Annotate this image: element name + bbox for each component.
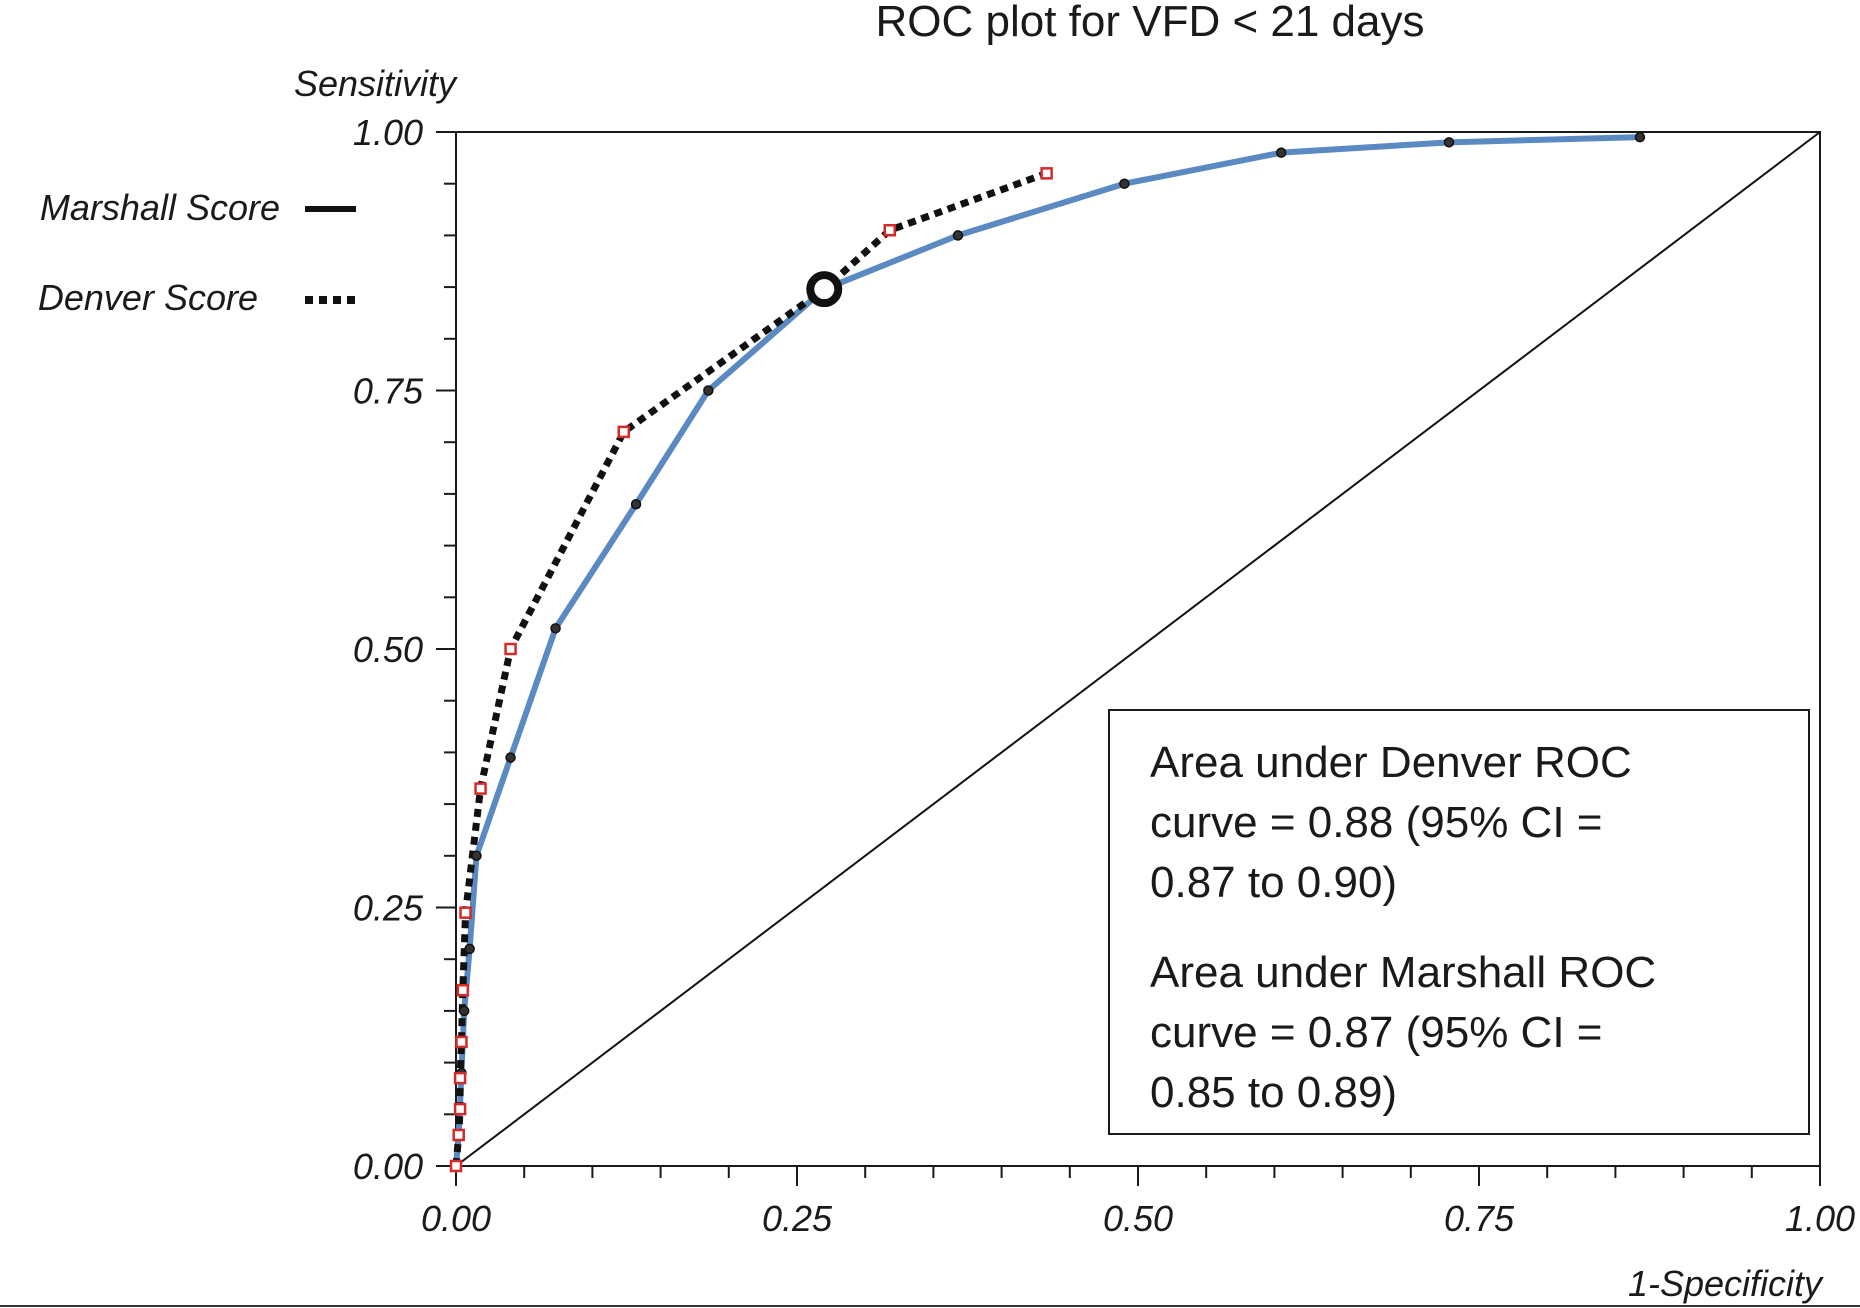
x-tick-label: 1.00 (1785, 1198, 1855, 1239)
marshall-point (471, 850, 482, 862)
marshall-point (458, 1005, 470, 1017)
y-tick-label: 0.25 (353, 888, 424, 929)
denver-point (452, 1128, 465, 1142)
denver-point (449, 1159, 463, 1173)
denver-point (455, 1035, 468, 1049)
legend: Marshall Score Denver Score (38, 187, 358, 318)
marshall-point (1275, 147, 1287, 158)
annotation-denver-line3: 0.87 to 0.90) (1150, 858, 1397, 907)
denver-point (459, 906, 472, 919)
marshall-point (952, 230, 964, 241)
marshall-point (550, 623, 561, 634)
marshall-point (1443, 137, 1455, 148)
reference-diagonal-line (455, 131, 1821, 1167)
y-axis-ticks: 0.00 0.25 0.50 0.75 1.00 (353, 112, 456, 1187)
annotation-denver-line2: curve = 0.88 (95% CI = (1150, 798, 1602, 847)
legend-label-denver: Denver Score (38, 277, 258, 318)
denver-point (504, 642, 517, 656)
series-layer (449, 131, 1821, 1173)
annotation-marshall-line2: curve = 0.87 (95% CI = (1150, 1008, 1602, 1057)
denver-point (883, 223, 897, 237)
x-axis-ticks: 0.00 0.25 0.50 0.75 1.00 (421, 1166, 1855, 1239)
auc-annotation-box: Area under Denver ROC curve = 0.88 (95% … (1108, 709, 1810, 1135)
denver-point (453, 1102, 467, 1116)
marshall-point (1634, 131, 1646, 143)
marshall-point (505, 752, 516, 763)
legend-label-marshall: Marshall Score (40, 187, 280, 228)
annotation-marshall-line3: 0.85 to 0.89) (1150, 1068, 1397, 1117)
y-axis-label: Sensitivity (294, 63, 458, 104)
denver-point (474, 782, 487, 795)
denver-point (1040, 167, 1053, 180)
marshall-point (464, 943, 475, 955)
denver-point (456, 983, 470, 997)
annotation-frame (1108, 709, 1810, 1135)
chart-title: ROC plot for VFD < 21 days (876, 0, 1425, 46)
x-tick-label: 0.00 (421, 1198, 491, 1239)
denver-point (453, 1071, 467, 1085)
highlighted-cutoff-point (806, 271, 843, 308)
denver-point (617, 425, 631, 439)
x-tick-label: 0.50 (1103, 1198, 1173, 1239)
y-tick-label: 0.00 (353, 1146, 423, 1187)
annotation-denver-line1: Area under Denver ROC (1150, 738, 1632, 787)
x-tick-label: 0.25 (762, 1198, 833, 1239)
marshall-point (630, 498, 642, 510)
y-tick-label: 1.00 (353, 112, 423, 153)
annotation-marshall-line1: Area under Marshall ROC (1150, 948, 1656, 997)
x-tick-label: 0.75 (1444, 1198, 1515, 1239)
marshall-point (703, 385, 714, 396)
denver-score-line (452, 170, 1048, 1167)
marshall-point (1119, 178, 1130, 189)
x-axis-label: 1-Specificity (1628, 1263, 1824, 1304)
y-tick-label: 0.50 (353, 629, 423, 670)
y-tick-label: 0.75 (353, 371, 424, 412)
